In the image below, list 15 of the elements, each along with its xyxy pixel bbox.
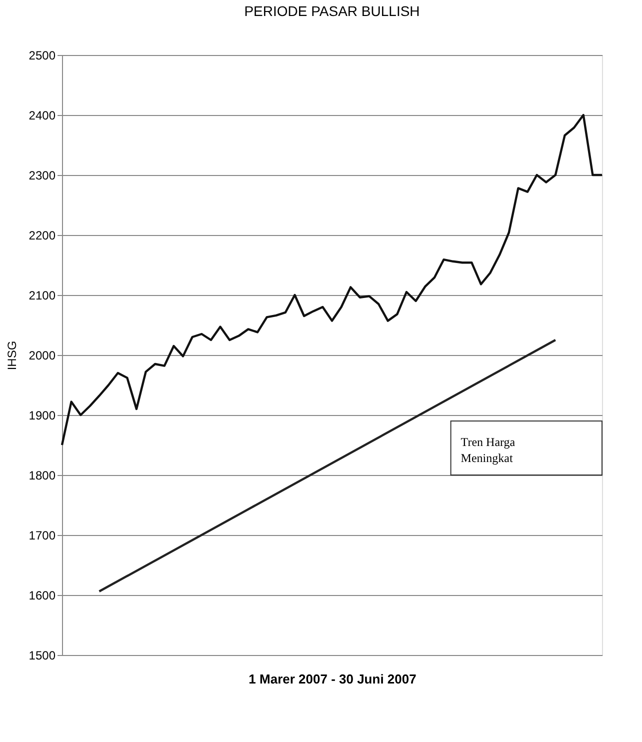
annotation: Tren Harga Meningkat (460, 435, 516, 465)
y-tick-label: 1600 (28, 588, 56, 602)
y-axis-title: IHSG (4, 340, 19, 370)
x-axis-title: 1 Marer 2007 - 30 Juni 2007 (248, 672, 416, 686)
y-tick-label: 2000 (28, 348, 56, 362)
chart-title: PERIODE PASAR BULLISH (244, 3, 420, 19)
y-tick-label: 2100 (28, 288, 56, 302)
y-tick-label: 1700 (28, 528, 56, 542)
y-tick-label: 2200 (28, 228, 56, 242)
y-tick-label: 2500 (28, 48, 56, 62)
y-tick-label: 1500 (28, 648, 56, 662)
y-tick-label: 1800 (28, 468, 56, 482)
y-tick-label: 1900 (28, 408, 56, 422)
y-tick-label: 2300 (28, 168, 56, 182)
y-tick-label: 2400 (28, 108, 56, 122)
